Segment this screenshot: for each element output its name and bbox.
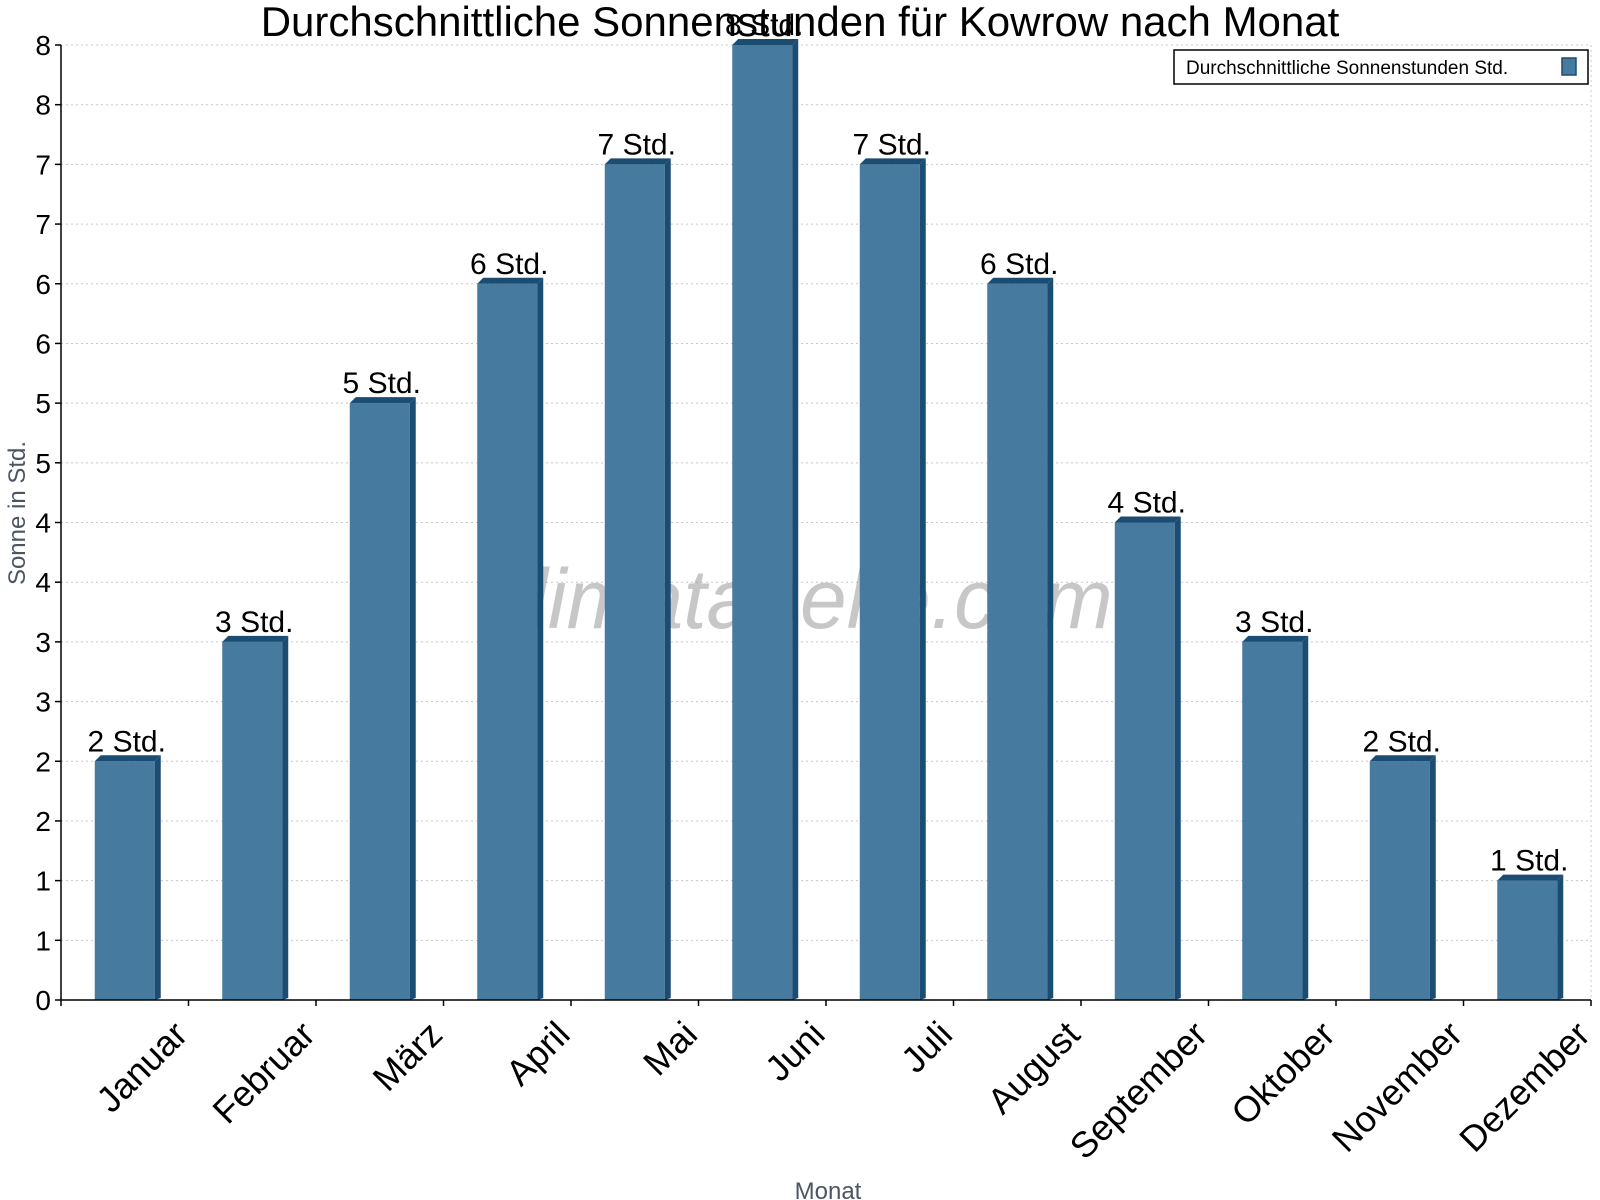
y-tick-label: 0 [35, 985, 51, 1016]
bar-front [604, 164, 665, 1000]
y-axis-title: Sonne in Std. [4, 441, 31, 585]
bar [859, 158, 926, 1000]
bar-front [222, 641, 283, 1000]
bar-front [732, 45, 793, 1000]
y-axis-ticks: 0 1 1 2 2 3 3 4 4 5 5 6 6 7 7 8 8 [35, 30, 61, 1016]
legend: Durchschnittliche Sonnenstunden Std. [1173, 49, 1589, 85]
bar-side [1047, 277, 1054, 1000]
bar-top [477, 277, 544, 284]
bar [349, 397, 416, 1000]
bar [1114, 516, 1181, 1000]
bar-side [1302, 635, 1309, 1000]
legend-label: Durchschnittliche Sonnenstunden Std. [1186, 58, 1508, 79]
bar-side [409, 397, 416, 1000]
y-tick-label: 4 [35, 567, 51, 598]
data-label: 7 Std. [853, 128, 931, 161]
legend-box [1173, 49, 1589, 85]
bar-front [1369, 761, 1430, 1000]
legend-swatch [1561, 57, 1577, 76]
bar-front [1242, 641, 1303, 1000]
y-tick-label: 8 [35, 90, 51, 121]
data-label: 6 Std. [980, 248, 1058, 281]
y-tick-label: 5 [35, 388, 51, 419]
y-tick-label: 5 [35, 448, 51, 479]
y-tick-label: 7 [35, 209, 51, 240]
bar-side [282, 635, 289, 1000]
data-label: 2 Std. [88, 725, 166, 758]
data-label: 3 Std. [215, 606, 293, 639]
bar [987, 277, 1054, 1000]
bar-top [987, 277, 1054, 284]
data-label: 2 Std. [1363, 725, 1441, 758]
bar-top [1369, 755, 1436, 762]
bar-side [792, 39, 799, 1000]
y-tick-label: 2 [35, 746, 51, 777]
bar-side [919, 158, 926, 1000]
y-tick-label: 6 [35, 269, 51, 300]
y-tick-label: 1 [35, 925, 51, 956]
bar-front [1114, 522, 1175, 1000]
bar-side [1174, 516, 1181, 1000]
bar-front [859, 164, 920, 1000]
bar-side [1557, 874, 1564, 1000]
bar [604, 158, 671, 1000]
bar [477, 277, 544, 1000]
data-label: 5 Std. [343, 367, 421, 400]
bar [1242, 635, 1309, 1000]
bar-front [477, 283, 538, 1000]
data-label: 6 Std. [470, 248, 548, 281]
bar-side [664, 158, 671, 1000]
bar-top [604, 158, 671, 165]
y-tick-label: 3 [35, 687, 51, 718]
data-label: 1 Std. [1490, 845, 1568, 878]
chart-title: Durchschnittliche Sonnenstunden für Kowr… [261, 0, 1340, 45]
bar-top [222, 635, 289, 642]
bar [732, 39, 799, 1000]
y-tick-label: 8 [35, 30, 51, 61]
bar-side [1429, 755, 1436, 1000]
bar-top [1114, 516, 1181, 523]
bar-side [537, 277, 544, 1000]
bar-front [987, 283, 1048, 1000]
bar [1497, 874, 1564, 1000]
data-label: 4 Std. [1108, 487, 1186, 520]
bar-front [349, 403, 410, 1000]
x-axis-title: Monat [795, 1178, 862, 1200]
bar-top [732, 39, 799, 45]
bar-top [349, 397, 416, 404]
y-tick-label: 3 [35, 627, 51, 658]
y-tick-label: 4 [35, 508, 51, 539]
bar-front [1497, 880, 1558, 1000]
y-tick-label: 2 [35, 806, 51, 837]
y-tick-label: 1 [35, 866, 51, 897]
data-label: 8 Std. [725, 9, 803, 42]
data-label: 7 Std. [598, 128, 676, 161]
bar [1369, 755, 1436, 1000]
bar-top [859, 158, 926, 165]
data-label: 3 Std. [1235, 606, 1313, 639]
data-labels: 2 Std. 3 Std. 5 Std. 6 Std. 7 Std. 8 Std. 7 St… [88, 9, 1569, 878]
bar-top [94, 755, 161, 762]
bars [94, 39, 1564, 1000]
grid-lines [61, 44, 1592, 1000]
bar-top [1242, 635, 1309, 642]
bar-top [1497, 874, 1564, 881]
bar [94, 755, 161, 1000]
bar-front [94, 761, 155, 1000]
bar [222, 635, 289, 1000]
bar-side [154, 755, 161, 1000]
y-tick-label: 6 [35, 328, 51, 359]
y-tick-label: 7 [35, 149, 51, 180]
